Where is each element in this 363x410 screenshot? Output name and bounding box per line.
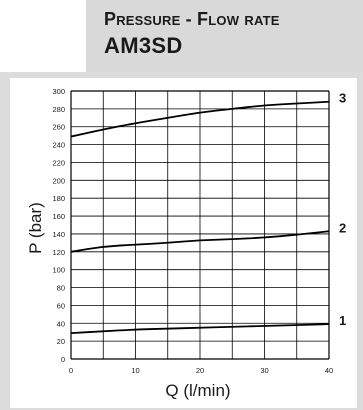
series-line-2 <box>70 230 330 253</box>
y-tick-label: 300 <box>52 87 65 96</box>
y-tick-label: 180 <box>52 194 65 203</box>
header-band <box>86 0 363 72</box>
series-line-3 <box>70 100 330 138</box>
series-labels: 1 2 3 <box>339 91 346 328</box>
series-lines <box>70 100 330 334</box>
x-tick-labels: 0 10 20 30 40 <box>69 366 333 375</box>
grid <box>70 90 330 360</box>
y-tick-label: 160 <box>52 212 65 221</box>
y-tick-label: 60 <box>57 301 65 310</box>
y-tick-labels: 0 20 40 60 80 100 120 140 160 180 200 220 240 260 280 3… <box>52 87 65 364</box>
series-label-1: 1 <box>339 313 346 328</box>
x-tick-label: 30 <box>260 366 268 375</box>
y-tick-label: 120 <box>52 248 65 257</box>
y-tick-label: 240 <box>52 141 65 150</box>
x-tick-label: 10 <box>131 366 139 375</box>
x-tick-label: 0 <box>69 366 73 375</box>
y-tick-label: 100 <box>52 266 65 275</box>
x-tick-label: 40 <box>325 366 333 375</box>
y-tick-label: 260 <box>52 123 65 132</box>
y-tick-label: 0 <box>61 355 65 364</box>
y-tick-label: 40 <box>57 319 65 328</box>
series-label-2: 2 <box>339 220 346 235</box>
y-tick-label: 140 <box>52 230 65 239</box>
series-line-1 <box>70 323 330 334</box>
y-tick-label: 20 <box>57 337 65 346</box>
chart-title: Pressure - Flow rate <box>104 9 280 29</box>
y-axis-label: P (bar) <box>26 202 45 254</box>
y-tick-label: 200 <box>52 176 65 185</box>
y-tick-label: 80 <box>57 284 65 293</box>
y-tick-label: 280 <box>52 105 65 114</box>
x-tick-label: 20 <box>196 366 204 375</box>
y-tick-label: 220 <box>52 158 65 167</box>
series-label-3: 3 <box>339 91 346 106</box>
x-axis-label: Q (l/min) <box>165 381 230 400</box>
model-label: AM3SD <box>104 33 183 58</box>
